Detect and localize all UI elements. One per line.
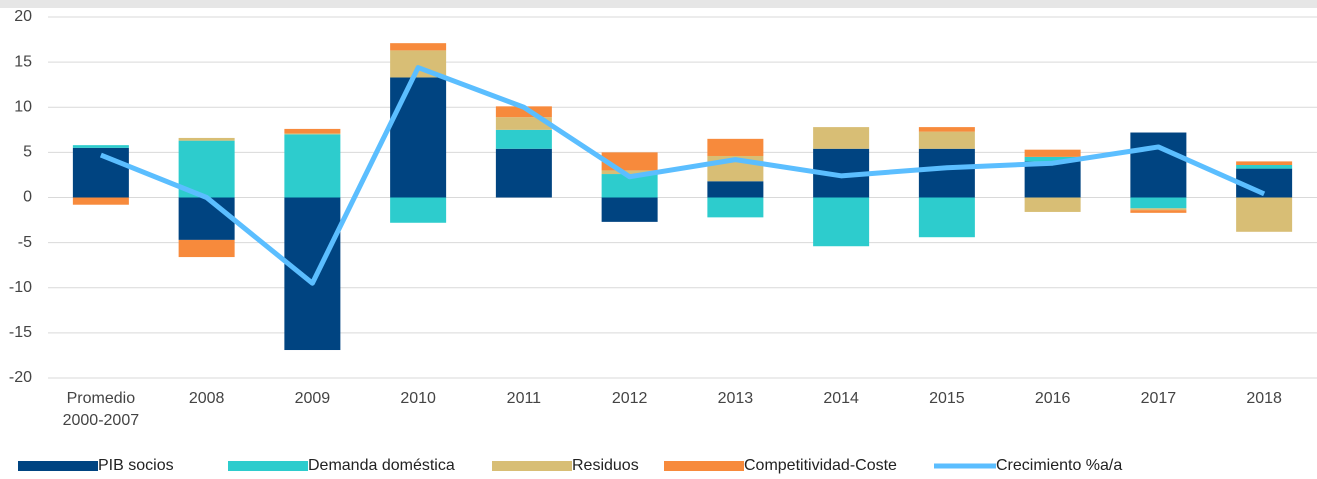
bar	[918, 131, 975, 149]
bar	[813, 127, 870, 149]
legend-label: PIB socios	[98, 457, 174, 474]
y-tick-label: 10	[14, 98, 32, 115]
bar	[284, 128, 341, 134]
bar	[390, 43, 447, 51]
x-tick-label: 2011	[507, 390, 542, 407]
bar	[601, 197, 658, 222]
bar	[601, 174, 658, 198]
bar	[390, 197, 447, 223]
y-tick-label: 0	[23, 189, 32, 206]
x-tick-label: 2012	[612, 390, 648, 407]
bar	[1024, 149, 1081, 157]
bar	[918, 127, 975, 132]
bar	[1236, 161, 1293, 166]
bar	[495, 129, 552, 149]
y-tick-label: -20	[9, 369, 32, 386]
bar	[495, 106, 552, 118]
bar	[1130, 208, 1187, 211]
x-tick-label: 2009	[295, 390, 331, 407]
legend-swatch	[492, 461, 572, 471]
bar	[1130, 132, 1187, 198]
y-tick-label: -10	[9, 279, 32, 296]
bar	[178, 137, 235, 141]
x-tick-label: 2016	[1035, 390, 1071, 407]
bar	[495, 148, 552, 198]
bar	[1024, 161, 1081, 198]
bar	[284, 133, 341, 135]
x-tick-label: 2008	[189, 390, 225, 407]
bar	[707, 138, 764, 156]
bar	[918, 148, 975, 198]
bar	[284, 197, 341, 351]
bar	[1236, 165, 1293, 169]
x-tick-label: 2018	[1246, 390, 1282, 407]
legend-swatch	[228, 461, 308, 471]
bar	[1024, 156, 1081, 162]
x-tick-label: 2010	[400, 390, 436, 407]
bar	[72, 145, 129, 148]
legend-label: Crecimiento %a/a	[996, 457, 1122, 474]
y-tick-label: 15	[14, 53, 32, 70]
x-tick-label: 2015	[929, 390, 965, 407]
legend-label: Competitividad-Coste	[744, 457, 897, 474]
bar	[813, 197, 870, 247]
bar	[390, 77, 447, 198]
bar	[1130, 197, 1187, 209]
line-series	[99, 65, 1266, 286]
legend-swatch	[18, 461, 98, 471]
bar	[1236, 197, 1293, 232]
bar	[284, 134, 341, 198]
legend-swatch	[664, 461, 744, 471]
x-tick-label: 2013	[718, 390, 754, 407]
bar	[707, 197, 764, 218]
y-tick-label: 5	[23, 144, 32, 161]
y-tick-label: -5	[18, 234, 32, 251]
y-tick-label: 20	[14, 8, 32, 25]
legend-label: Residuos	[572, 457, 639, 474]
bar	[918, 197, 975, 238]
bar	[1130, 210, 1187, 213]
bar	[707, 181, 764, 198]
x-tick-label: 2014	[823, 390, 859, 407]
legend-label: Demanda doméstica	[308, 457, 455, 474]
bar	[178, 197, 235, 240]
bar	[1024, 197, 1081, 212]
bar	[72, 197, 129, 205]
x-tick-label: Promedio 2000-2007	[63, 390, 140, 429]
x-tick-label: 2017	[1141, 390, 1177, 407]
bar	[495, 117, 552, 130]
bar	[601, 170, 658, 175]
bar	[178, 239, 235, 258]
top-strip	[0, 0, 1317, 8]
y-tick-label: -15	[9, 324, 32, 341]
